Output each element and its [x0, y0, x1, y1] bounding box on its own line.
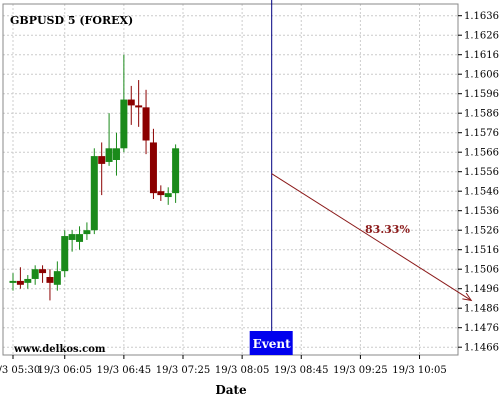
y-tick-label: 1.1536 [464, 206, 499, 217]
candle-body [172, 148, 180, 194]
y-tick-label: 1.1576 [464, 128, 499, 139]
candle-body [61, 236, 69, 272]
y-tick-label: 1.1526 [464, 226, 499, 237]
candle-body [157, 191, 165, 196]
y-tick-label: 1.1516 [464, 245, 499, 256]
event-layer: Event [249, 0, 293, 355]
x-tick-label: 19/3 06:05 [38, 365, 92, 376]
forecast-layer: 83.33% [271, 173, 473, 302]
y-axis-ticks: 1.1636 1.1626 1.1616 1.1606 1.1596 1.1586 1.15… [458, 11, 499, 354]
y-tick-label: 1.1636 [464, 11, 499, 22]
forecast-percent-label: 83.33% [365, 223, 410, 236]
y-tick-label: 1.1586 [464, 109, 499, 120]
candle-body [9, 280, 17, 283]
watermark: www.delkos.com [13, 344, 106, 355]
y-tick-label: 1.1606 [464, 70, 499, 81]
candle-body [105, 148, 113, 162]
candle-body [112, 148, 120, 160]
candle-body [53, 271, 61, 285]
candle-body [39, 269, 47, 274]
y-tick-label: 1.1596 [464, 89, 499, 100]
candle-body [164, 193, 172, 198]
forecast-arrow-line [271, 173, 472, 301]
x-tick-label: 19/3 08:45 [274, 365, 328, 376]
chart-title: GBPUSD 5 (FOREX) [10, 14, 133, 27]
y-tick-label: 1.1486 [464, 304, 499, 315]
candles-layer [9, 54, 180, 301]
x-tick-label: 19/3 07:25 [156, 365, 210, 376]
candle-body [135, 105, 143, 108]
candle-body [76, 234, 84, 242]
candle-body [24, 278, 32, 283]
candle-body [98, 156, 106, 164]
candle-body [142, 107, 150, 141]
plot-frame [2, 3, 459, 356]
x-tick-label: 19/3 05:30 [0, 365, 40, 376]
y-tick-label: 1.1506 [464, 265, 499, 276]
candle-body [90, 156, 98, 231]
candle-body [120, 99, 128, 149]
event-marker [249, 331, 293, 355]
y-tick-label: 1.1566 [464, 148, 499, 159]
candle-body [68, 234, 76, 240]
y-tick-label: 1.1626 [464, 31, 499, 42]
y-tick-label: 1.1466 [464, 343, 499, 354]
x-axis-label: Date [215, 383, 247, 397]
y-tick-label: 1.1556 [464, 167, 499, 178]
y-tick-label: 1.1616 [464, 50, 499, 61]
grid-layer [3, 4, 458, 355]
candle-body [31, 269, 39, 279]
candle-body [16, 280, 24, 285]
candle-body [83, 230, 91, 235]
x-tick-label: 19/3 09:25 [333, 365, 387, 376]
forecast-arrow-head [462, 292, 473, 302]
y-tick-label: 1.1476 [464, 323, 499, 334]
y-tick-label: 1.1546 [464, 187, 499, 198]
x-tick-label: 19/3 06:45 [97, 365, 151, 376]
candle-body [46, 277, 54, 283]
event-label: Event [253, 337, 291, 351]
x-tick-label: 19/3 10:05 [392, 365, 446, 376]
candle-body [149, 142, 157, 194]
y-tick-label: 1.1496 [464, 284, 499, 295]
x-tick-label: 19/3 08:05 [215, 365, 269, 376]
candle-body [127, 99, 135, 106]
